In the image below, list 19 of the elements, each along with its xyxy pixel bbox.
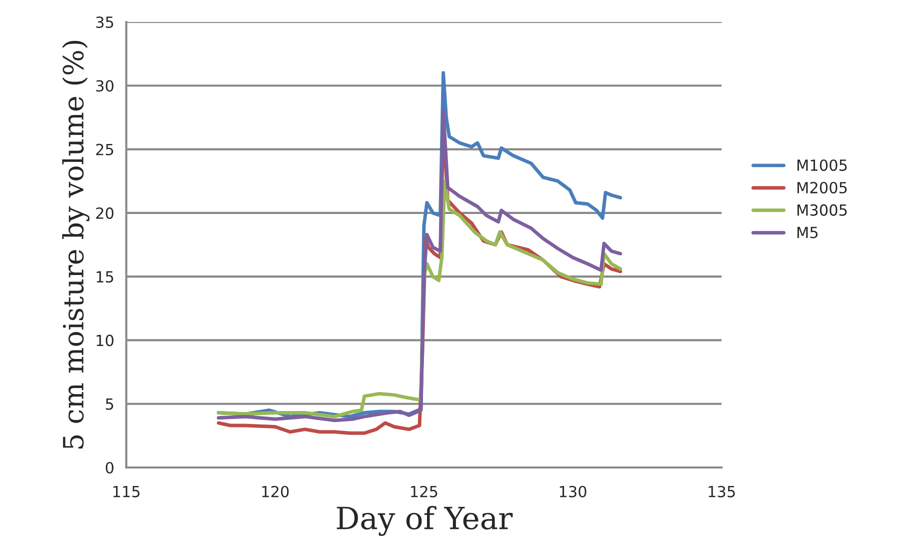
y-tick-label: 35: [96, 16, 114, 28]
x-tick-label: 125: [411, 486, 438, 498]
legend-label: M3005: [797, 204, 847, 216]
y-tick-label: 25: [96, 144, 114, 156]
legend-label: M5: [797, 226, 818, 238]
y-tick-label: 20: [96, 207, 114, 219]
legend-label: M1005: [797, 159, 847, 171]
y-tick-label: 5: [106, 398, 114, 410]
x-axis-title: Day of Year: [336, 506, 513, 536]
x-tick-label: 120: [262, 486, 289, 498]
y-tick-label: 30: [96, 80, 114, 92]
y-tick-label: 15: [96, 271, 114, 283]
x-tick-label: 135: [708, 486, 735, 498]
y-tick-label: 0: [106, 462, 114, 474]
x-tick-label: 115: [113, 486, 140, 498]
x-tick-label: 130: [560, 486, 586, 498]
y-tick-label: 10: [96, 334, 114, 346]
y-axis-title: 5 cm moisture by volume (%): [62, 40, 90, 448]
legend-label: M2005: [797, 182, 847, 194]
